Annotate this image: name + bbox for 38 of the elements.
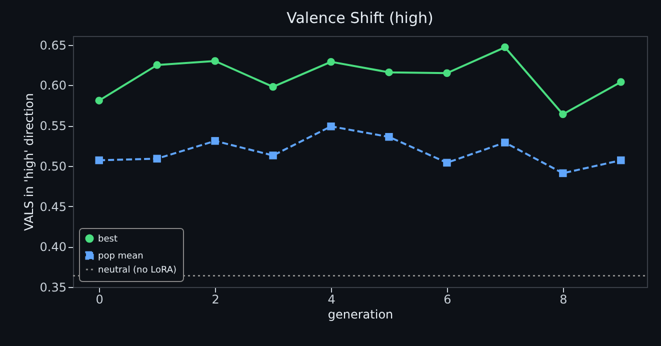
point [95, 156, 103, 164]
x-axis-title: generation [328, 308, 394, 322]
point [443, 158, 451, 167]
y-tick-label: 0.50 [40, 159, 66, 174]
point [559, 169, 567, 178]
point [385, 133, 393, 141]
y-tick-label: 0.40 [40, 240, 66, 254]
y-tick-label: 0.45 [40, 200, 66, 214]
legend-label: best [98, 234, 118, 244]
point [211, 57, 219, 65]
legend-label: pop mean [98, 252, 144, 262]
point [269, 152, 277, 160]
point [327, 122, 335, 130]
x-tick-label: 8 [560, 292, 568, 306]
point [559, 110, 567, 118]
y-tick-label: 0.60 [40, 78, 66, 93]
x-tick-label: 6 [444, 292, 452, 306]
x-tick-label: 4 [328, 292, 336, 306]
y-tick-label: 0.65 [40, 38, 66, 52]
point [501, 43, 509, 52]
point [443, 69, 451, 77]
y-axis-title: VALS in 'high' direction [22, 93, 36, 231]
point [269, 82, 277, 91]
point [617, 78, 625, 86]
point [95, 96, 103, 104]
point [385, 68, 393, 76]
y-tick-label: 0.55 [40, 119, 66, 134]
ref-line-label: neutral (no LoRA) [98, 266, 177, 276]
point [327, 58, 335, 66]
point [153, 61, 161, 69]
y-tick-label: 0.35 [40, 280, 66, 294]
point [211, 137, 219, 145]
x-tick-label: 2 [212, 292, 220, 306]
point [153, 154, 161, 163]
chart-title: Valence Shift (high) [286, 9, 434, 27]
x-tick-label: 0 [96, 292, 104, 306]
point [501, 138, 509, 146]
point [617, 156, 625, 164]
